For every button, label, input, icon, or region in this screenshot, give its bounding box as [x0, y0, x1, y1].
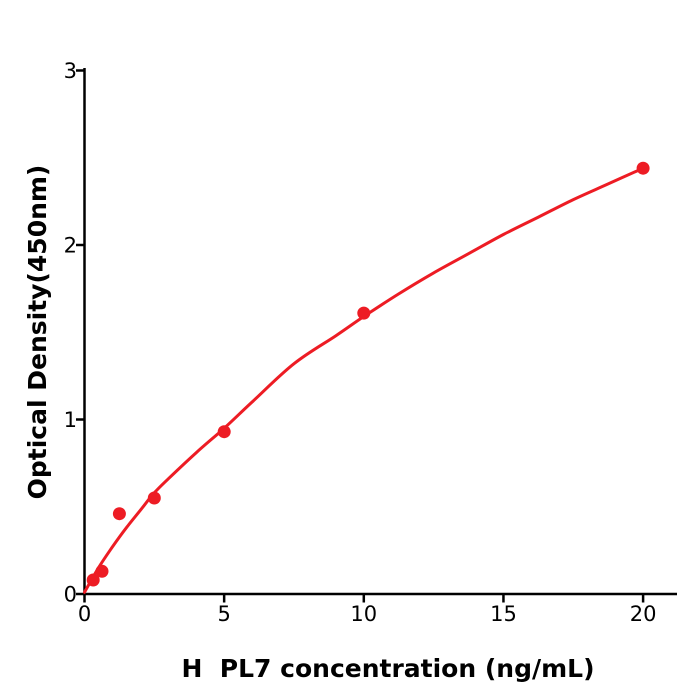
x-tick-label: 5: [217, 602, 230, 626]
x-tick-label: 20: [630, 602, 657, 626]
x-axis-title: H PL7 concentration (ng/mL): [181, 654, 594, 683]
x-tick-label: 10: [350, 602, 377, 626]
y-tick-label: 0: [64, 583, 77, 607]
data-point: [86, 573, 100, 587]
x-tick-label: 0: [78, 602, 91, 626]
y-axis-title: Optical Density(450nm): [23, 165, 52, 500]
x-tick-label: 15: [490, 602, 517, 626]
data-point: [95, 564, 109, 578]
series: [83, 161, 650, 594]
data-point: [217, 425, 231, 439]
data-point: [147, 491, 161, 505]
y-tick-label: 3: [64, 59, 77, 83]
data-point: [112, 507, 126, 521]
axes: 0 5 10 15 20 0 1 2 3: [64, 59, 677, 626]
y-tick-label: 2: [64, 234, 77, 258]
y-tick-label: 1: [64, 408, 77, 432]
data-point: [636, 161, 650, 175]
fit-curve: [83, 166, 645, 594]
data-point: [357, 306, 371, 320]
